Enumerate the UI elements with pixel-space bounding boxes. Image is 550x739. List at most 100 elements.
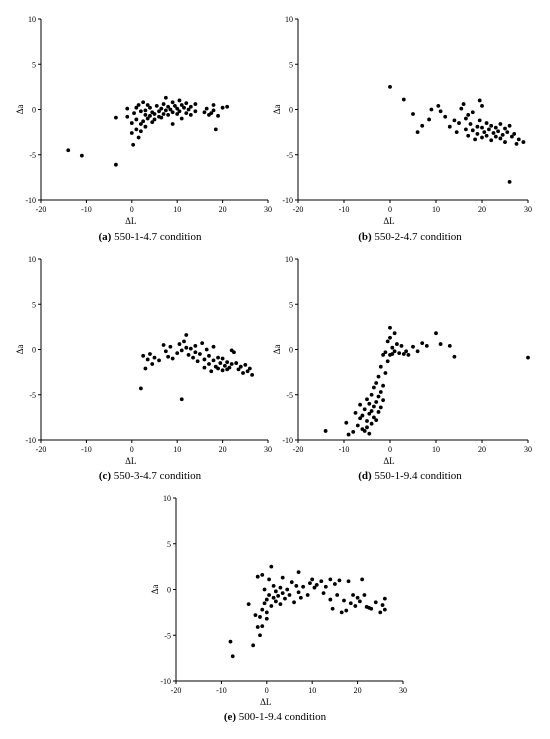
data-point (269, 564, 274, 569)
data-point (464, 116, 468, 121)
data-point (136, 103, 141, 107)
data-point (365, 425, 369, 430)
data-point (166, 113, 171, 117)
data-point (452, 118, 457, 123)
data-point (344, 608, 349, 613)
data-point (207, 362, 211, 366)
data-point (372, 385, 376, 390)
data-point (438, 109, 443, 114)
caption-text: 550-1-9.4 condition (372, 470, 463, 482)
y-tick-label: -10 (25, 436, 36, 445)
data-point (454, 130, 459, 135)
data-point (170, 356, 175, 361)
data-point (264, 610, 269, 615)
x-tick-label: -20 (36, 445, 47, 454)
data-point (150, 362, 155, 366)
data-point (148, 113, 152, 118)
data-point (131, 142, 136, 147)
data-point (516, 137, 521, 142)
data-point (367, 431, 372, 436)
data-point (222, 363, 227, 368)
data-point (415, 349, 420, 354)
data-point (392, 349, 397, 354)
data-point (255, 574, 260, 579)
data-point (484, 121, 489, 125)
data-point (154, 103, 159, 108)
data-point (459, 106, 464, 111)
data-point (132, 111, 136, 116)
caption-text: 550-2-4.7 condition (372, 231, 463, 243)
data-point (296, 570, 301, 575)
data-point (152, 117, 157, 122)
data-point (372, 404, 376, 409)
y-tick-label: -5 (29, 151, 36, 160)
data-point (114, 115, 118, 120)
data-point (143, 108, 148, 113)
data-point (241, 371, 245, 375)
data-point (163, 108, 168, 113)
data-point (278, 602, 283, 607)
data-point (507, 180, 512, 184)
data-point (362, 407, 367, 412)
data-point (66, 148, 71, 153)
data-point (337, 578, 342, 583)
y-tick-label: -5 (29, 391, 36, 400)
data-point (512, 132, 517, 136)
data-point (216, 366, 220, 371)
x-tick-label: 20 (478, 205, 486, 214)
data-point (125, 106, 130, 111)
data-point (328, 597, 333, 602)
data-point (461, 102, 466, 106)
data-point (243, 362, 248, 367)
data-point (283, 596, 287, 601)
data-point (369, 421, 374, 426)
data-point (79, 153, 84, 158)
data-point (273, 589, 278, 594)
x-axis-label: ΔL (125, 216, 136, 226)
data-point (415, 130, 420, 135)
data-point (339, 610, 344, 615)
data-point (397, 351, 402, 356)
data-point (496, 129, 500, 134)
data-point (362, 593, 367, 597)
data-point (346, 432, 351, 437)
data-point (355, 423, 360, 428)
data-point (213, 127, 218, 132)
data-point (342, 598, 346, 603)
data-point (294, 583, 299, 588)
data-point (473, 137, 477, 142)
data-point (378, 364, 383, 369)
y-tick-label: -10 (282, 436, 293, 445)
y-tick-label: 0 (289, 346, 293, 355)
data-point (125, 114, 130, 119)
data-point (227, 365, 232, 370)
data-point (138, 122, 143, 126)
x-tick-label: 0 (130, 205, 134, 214)
y-tick-label: 5 (289, 300, 293, 309)
data-point (218, 361, 223, 365)
x-tick-label: 20 (354, 686, 362, 695)
data-point (159, 106, 164, 111)
data-point (211, 108, 216, 113)
data-point (134, 105, 139, 110)
data-point (186, 107, 191, 112)
data-point (346, 579, 351, 584)
data-point (143, 124, 148, 129)
data-point (188, 113, 193, 117)
data-point (179, 348, 184, 353)
data-point (195, 359, 200, 364)
data-point (264, 616, 269, 621)
data-point (161, 343, 166, 347)
x-tick-label: 0 (130, 445, 134, 454)
data-point (177, 109, 182, 114)
data-point (298, 595, 303, 600)
data-point (141, 119, 146, 124)
data-point (376, 410, 381, 414)
data-point (420, 341, 425, 346)
data-point (480, 125, 484, 130)
data-point (491, 131, 496, 135)
x-tick-label: 30 (264, 205, 272, 214)
